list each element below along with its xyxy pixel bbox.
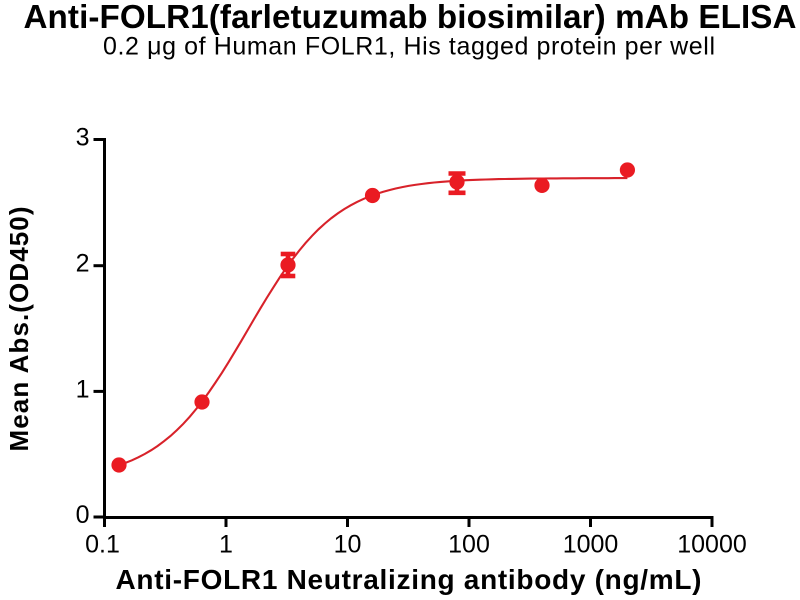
svg-text:10000: 10000: [677, 531, 747, 559]
svg-text:2: 2: [76, 250, 90, 278]
svg-text:0.1: 0.1: [85, 531, 120, 559]
svg-text:0.2 μg of Human FOLR1, His tag: 0.2 μg of Human FOLR1, His tagged protei…: [103, 33, 715, 61]
svg-text:Mean Abs.(OD450): Mean Abs.(OD450): [4, 207, 34, 452]
svg-text:10: 10: [334, 531, 362, 559]
svg-text:Anti-FOLR1 Neutralizing antibo: Anti-FOLR1 Neutralizing antibody (ng/mL): [116, 564, 702, 595]
svg-text:100: 100: [448, 531, 490, 559]
svg-text:1: 1: [219, 531, 233, 559]
svg-text:1: 1: [76, 375, 90, 403]
svg-text:1000: 1000: [563, 531, 619, 559]
svg-text:3: 3: [76, 124, 90, 152]
svg-text:0: 0: [76, 501, 90, 529]
svg-text:Anti-FOLR1(farletuzumab biosim: Anti-FOLR1(farletuzumab biosimilar) mAb …: [24, 0, 797, 36]
